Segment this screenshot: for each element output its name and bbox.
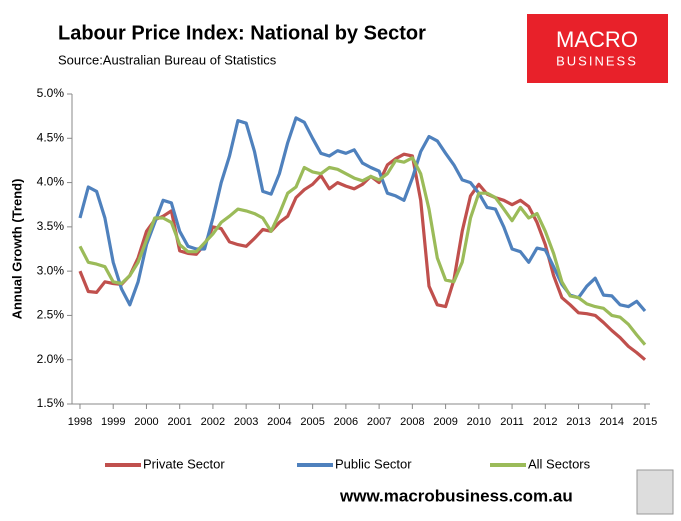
logo-text: BUSINESS [556,53,638,68]
y-tick-label: 5.0% [37,86,65,100]
x-tick-label: 2003 [234,416,258,428]
x-tick-label: 1998 [68,416,92,428]
y-tick-label: 4.5% [37,130,65,144]
x-tick-label: 2002 [201,416,225,428]
logo-box [527,14,668,83]
x-tick-label: 2010 [467,416,491,428]
logo-text: MACRO [556,27,638,52]
series-line [78,152,647,361]
footer: www.macrobusiness.com.au [339,486,573,505]
x-tick-label: 2008 [400,416,424,428]
y-tick-label: 3.5% [37,219,65,233]
y-tick-label: 2.0% [37,352,65,366]
legend-label: Public Sector [335,456,412,471]
x-tick-label: 2013 [566,416,590,428]
x-tick-label: 2005 [300,416,324,428]
y-axis-title: Annual Growth (Trend) [9,179,24,320]
y-tick-label: 4.0% [37,175,65,189]
x-tick-label: 2004 [267,416,291,428]
x-tick-label: 2001 [167,416,191,428]
y-tick-label: 2.5% [37,308,65,322]
y-tick-label: 1.5% [37,396,65,410]
chart-title: Labour Price Index: National by Sector [58,22,426,44]
x-tick-label: 2015 [633,416,657,428]
x-tick-label: 1999 [101,416,125,428]
chart-subtitle: Source:Australian Bureau of Statistics [58,52,277,67]
x-tick-label: 2000 [134,416,158,428]
x-tick-label: 2011 [500,416,524,428]
series-line [78,156,647,346]
series-line [78,116,647,313]
x-tick-label: 2009 [433,416,457,428]
legend-label: Private Sector [143,456,225,471]
logo-icon [636,469,674,515]
x-tick-label: 2012 [533,416,557,428]
legend-label: All Sectors [528,456,591,471]
x-tick-label: 2007 [367,416,391,428]
y-tick-label: 3.0% [37,263,65,277]
x-tick-label: 2014 [600,416,624,428]
x-tick-label: 2006 [334,416,358,428]
